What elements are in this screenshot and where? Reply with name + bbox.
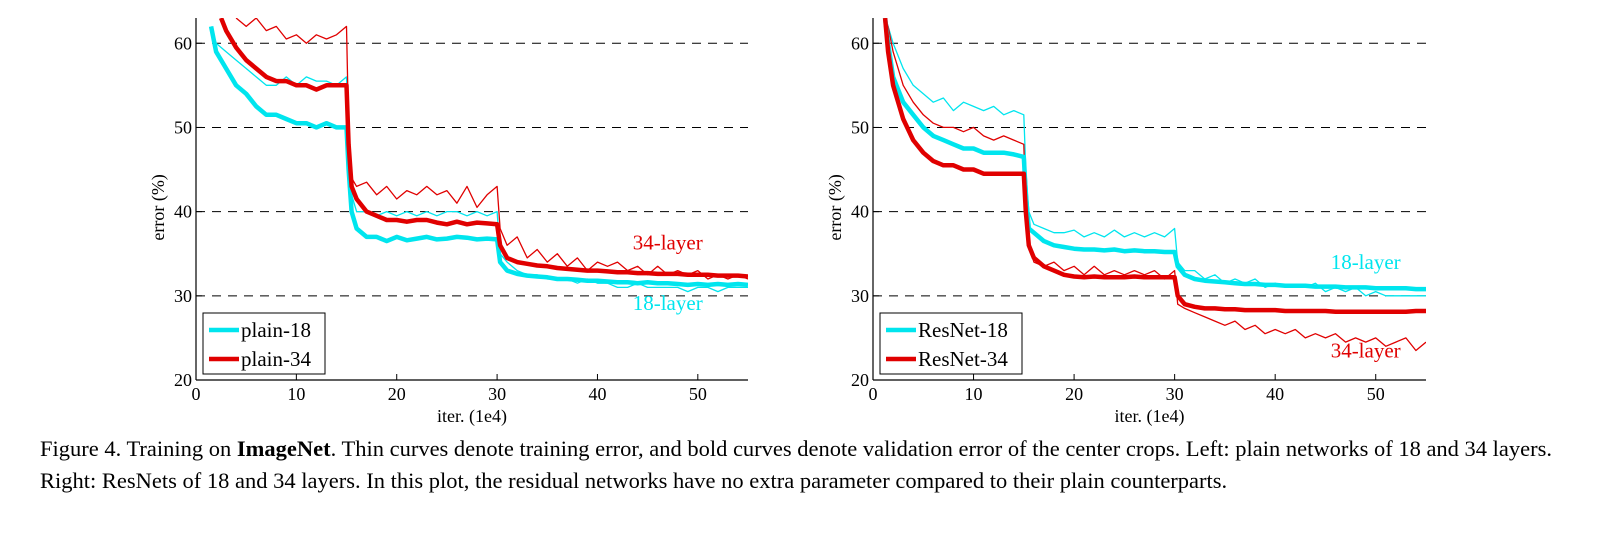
legend-entry-plain-18: plain-18: [241, 318, 311, 342]
y-tick-label-60: 60: [174, 33, 192, 53]
y-tick-label-40: 40: [851, 202, 869, 222]
y-tick-label-20: 20: [851, 370, 869, 390]
x-tick-label-10: 10: [965, 384, 983, 404]
x-tick-label-30: 30: [488, 384, 506, 404]
series-line-plain-18: [208, 25, 748, 288]
x-tick-label-30: 30: [1166, 384, 1184, 404]
figure: 20 30 40 50 60 0 10 20 30 40 50 iter. (1e4) error (%…: [148, 18, 1426, 427]
annotation-34-layer: 34-layer: [633, 231, 703, 255]
x-tick-label-40: 40: [1266, 384, 1284, 404]
x-tick-label-0: 0: [869, 384, 878, 404]
series-line-plain-18-train: [210, 26, 748, 293]
y-tick-label-30: 30: [851, 286, 869, 306]
x-tick-label-0: 0: [192, 384, 201, 404]
x-axis-label: iter. (1e4): [1115, 406, 1185, 427]
x-axis-label: iter. (1e4): [437, 406, 507, 427]
x-tick-label-20: 20: [388, 384, 406, 404]
annotation-18-layer: 18-layer: [1331, 250, 1401, 274]
series-line-plain-34: [219, 18, 748, 279]
caption-bold: ImageNet: [236, 436, 331, 461]
annotation-34-layer: 34-layer: [1331, 338, 1401, 362]
series-line-resnet-34-train: [884, 18, 1426, 352]
x-tick-label-50: 50: [689, 384, 707, 404]
legend: ResNet-18 ResNet-34: [879, 312, 1023, 375]
annotation-18-layer: 18-layer: [633, 291, 703, 315]
x-tick-label-10: 10: [287, 384, 305, 404]
caption-rest: . Thin curves denote training error, and…: [40, 436, 1553, 493]
series-line-resnet-18: [882, 18, 1426, 292]
y-tick-label-20: 20: [174, 370, 192, 390]
y-tick-label-30: 30: [174, 286, 192, 306]
legend: plain-18 plain-34: [202, 312, 326, 375]
y-tick-label-50: 50: [851, 117, 869, 137]
x-tick-label-50: 50: [1367, 384, 1385, 404]
legend-box: [202, 312, 326, 375]
series-line-resnet-34: [882, 18, 1426, 315]
y-tick-label-40: 40: [174, 202, 192, 222]
series-line-plain-34-train: [235, 18, 748, 280]
x-tick-label-20: 20: [1065, 384, 1083, 404]
legend-box: [879, 312, 1023, 375]
y-tick-label-50: 50: [174, 117, 192, 137]
caption-prefix: Figure 4. Training on: [40, 436, 237, 461]
figure-svg: 20 30 40 50 60 0 10 20 30 40 50 iter. (1e4) error (%…: [148, 18, 1426, 427]
chart-panel-2: 20 30 40 50 60 0 10 20 30 40 50 iter. (1e4) error (%…: [825, 18, 1426, 427]
legend-entry-resnet-18: ResNet-18: [918, 318, 1008, 342]
y-axis-label: error (%): [825, 174, 846, 240]
legend-entry-resnet-34: ResNet-34: [918, 347, 1008, 371]
y-tick-label-60: 60: [851, 33, 869, 53]
legend-entry-plain-34: plain-34: [241, 347, 311, 371]
figure-caption: Figure 4. Training on ImageNet. Thin cur…: [40, 433, 1570, 497]
series-line-resnet-18-train: [884, 18, 1426, 297]
y-axis-label: error (%): [148, 174, 169, 240]
chart-panel-1: 20 30 40 50 60 0 10 20 30 40 50 iter. (1e4) error (%…: [148, 18, 748, 427]
x-tick-label-40: 40: [588, 384, 606, 404]
